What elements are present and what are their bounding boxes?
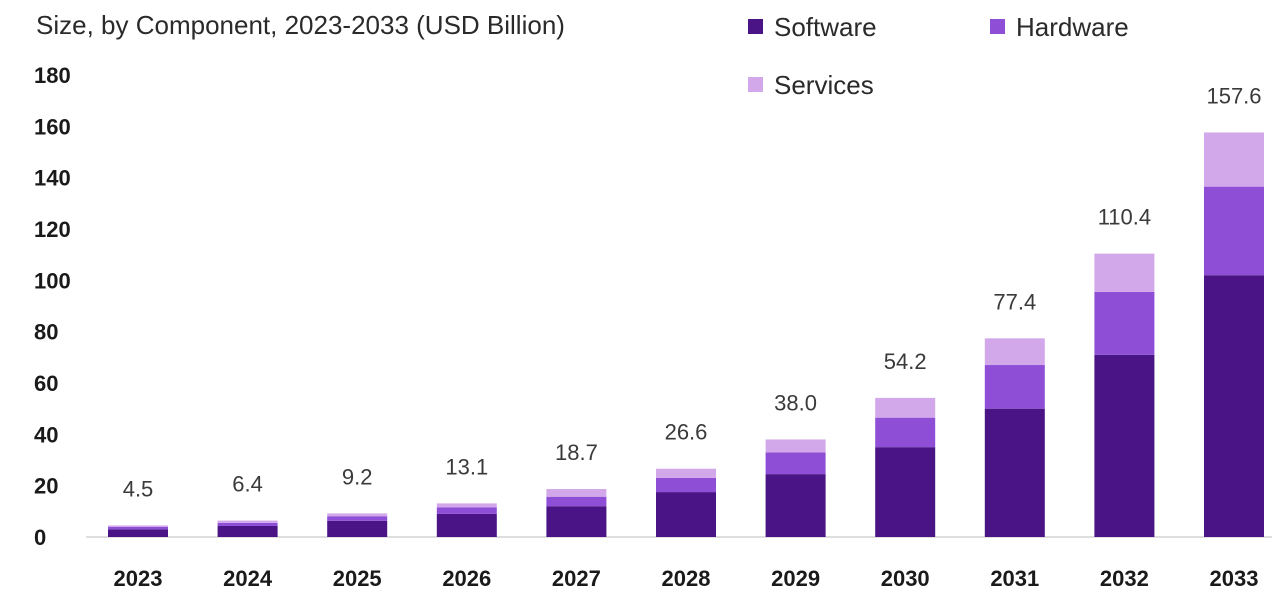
bar-total-label: 110.4 xyxy=(1098,205,1151,230)
legend-label-hardware: Hardware xyxy=(1016,12,1129,42)
x-tick-label: 2031 xyxy=(990,566,1039,590)
bar-segment-software xyxy=(436,513,497,537)
bar-total-label: 13.1 xyxy=(445,454,488,479)
bar-group-2028 xyxy=(656,468,716,537)
y-tick-label: 80 xyxy=(34,320,58,345)
bar-total-label: 54.2 xyxy=(884,349,927,374)
bar-group-2024 xyxy=(217,520,278,537)
bar-group-2025 xyxy=(327,513,388,537)
bar-segment-hardware xyxy=(765,452,826,475)
bar-segment-services xyxy=(875,397,936,418)
x-tick-label: 2033 xyxy=(1210,566,1259,590)
bar-segment-services xyxy=(656,468,716,478)
bar-segment-hardware xyxy=(546,496,607,507)
y-tick-label: 40 xyxy=(34,422,58,447)
legend-label-services: Services xyxy=(774,70,874,100)
y-tick-label: 20 xyxy=(34,474,58,499)
bar-segment-software xyxy=(656,492,716,537)
legend-swatch-software xyxy=(748,19,763,34)
bar-segment-hardware xyxy=(217,522,278,526)
bar-group-2029 xyxy=(765,439,826,537)
x-axis: 2023 2024 2025 2026 2027 2028 2029 2030 2031 2032… xyxy=(114,566,1259,591)
bar-segment-hardware xyxy=(327,516,388,521)
x-tick-label: 2023 xyxy=(114,566,163,590)
bar-total-label: 9.2 xyxy=(342,464,373,489)
bar-segment-software xyxy=(327,520,388,537)
x-tick-label: 2025 xyxy=(333,566,382,590)
bar-group-2026 xyxy=(436,503,497,537)
x-tick-label: 2024 xyxy=(223,566,273,590)
bar-segment-software xyxy=(108,529,168,537)
chart-subtitle: Size, by Component, 2023-2033 (USD Billi… xyxy=(36,10,565,40)
y-tick-label: 60 xyxy=(34,371,58,396)
bar-segment-hardware xyxy=(656,477,716,493)
bar-segment-services xyxy=(436,503,497,508)
legend-swatch-hardware xyxy=(990,19,1005,34)
bar-segment-software xyxy=(1204,275,1264,537)
bar-group-2033 xyxy=(1204,132,1264,537)
bar-group-2031 xyxy=(984,338,1045,537)
legend-swatch-services xyxy=(748,77,763,92)
bar-segment-services xyxy=(546,489,607,497)
y-tick-label: 100 xyxy=(34,268,71,293)
bar-segment-services xyxy=(327,513,388,517)
legend-item-software: Software xyxy=(748,12,877,42)
bar-segment-services xyxy=(984,338,1045,366)
legend-label-software: Software xyxy=(774,12,877,42)
bar-segment-software xyxy=(1094,354,1155,537)
bar-total-label: 18.7 xyxy=(555,440,598,465)
bar-group-2030 xyxy=(875,397,936,537)
bar-segment-services xyxy=(1094,253,1155,292)
x-tick-label: 2032 xyxy=(1100,566,1149,590)
bar-segment-hardware xyxy=(108,526,168,530)
bar-segment-hardware xyxy=(436,507,497,514)
bar-segment-hardware xyxy=(984,365,1045,409)
bar-total-label: 157.6 xyxy=(1206,83,1261,108)
bar-group-2027 xyxy=(546,489,607,537)
bar-segment-hardware xyxy=(1094,291,1155,355)
bar-segment-hardware xyxy=(875,417,936,448)
legend-item-services: Services xyxy=(748,70,874,100)
bar-group-2023 xyxy=(108,525,168,537)
x-tick-label: 2026 xyxy=(442,566,491,590)
y-tick-label: 120 xyxy=(34,217,71,242)
bar-segment-software xyxy=(217,525,278,537)
bar-total-label: 6.4 xyxy=(232,472,263,497)
x-tick-label: 2030 xyxy=(881,566,930,590)
bar-segment-software xyxy=(765,474,826,537)
bar-total-label: 38.0 xyxy=(774,390,817,415)
bar-segment-services xyxy=(108,525,168,527)
legend-item-hardware: Hardware xyxy=(990,12,1129,42)
bar-group-2032 xyxy=(1094,253,1155,537)
y-tick-label: 140 xyxy=(34,166,71,191)
bars: 4.5 6.4 9.2 13.1 18.7 26.6 38.0 54.2 77.4 110.4 15… xyxy=(108,83,1264,537)
bar-total-label: 26.6 xyxy=(665,420,708,445)
y-tick-label: 180 xyxy=(34,63,71,88)
bar-segment-software xyxy=(875,447,936,537)
bar-segment-services xyxy=(765,439,826,453)
bar-segment-services xyxy=(1204,132,1264,187)
x-tick-label: 2027 xyxy=(552,566,601,590)
y-tick-label: 0 xyxy=(34,525,46,550)
bar-total-label: 77.4 xyxy=(993,289,1036,314)
bar-segment-services xyxy=(217,520,278,523)
x-tick-label: 2028 xyxy=(662,566,711,590)
bar-segment-software xyxy=(984,408,1045,537)
y-tick-label: 160 xyxy=(34,114,71,139)
bar-total-label: 4.5 xyxy=(123,476,154,501)
bar-segment-software xyxy=(546,506,607,537)
bar-segment-hardware xyxy=(1204,186,1264,276)
legend: Software Hardware Services xyxy=(748,12,1129,100)
y-axis: 0 20 40 60 80 100 120 140 160 180 xyxy=(34,63,71,550)
x-tick-label: 2029 xyxy=(771,566,820,590)
